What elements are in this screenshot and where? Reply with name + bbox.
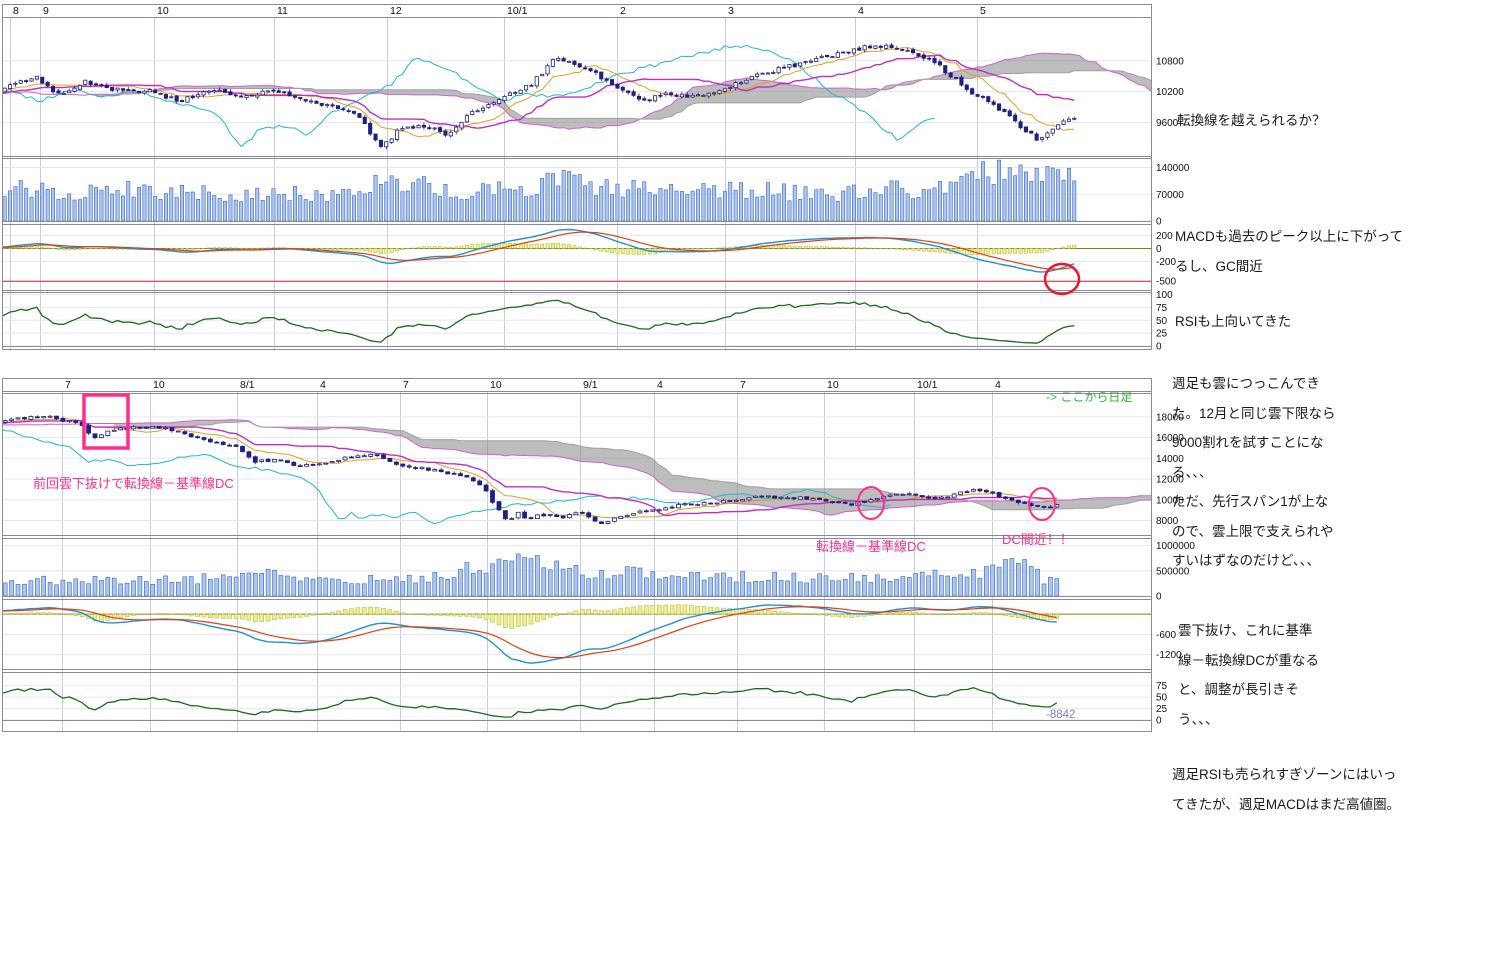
svg-text:10200: 10200 — [1156, 87, 1184, 98]
svg-text:0: 0 — [1156, 217, 1162, 228]
daily-chart-svg: 8 9 10 11 12 10/1 2 3 4 5 10800 10200 9600 140000 7000… — [2, 4, 1190, 353]
svg-text:0: 0 — [1156, 716, 1162, 727]
svg-text:10: 10 — [157, 5, 169, 17]
svg-text:-1200: -1200 — [1156, 650, 1182, 661]
weekly-chart: 7 10 8/1 4 7 10 9/1 4 7 10 10/1 4 18000 16000 14000 120… — [2, 378, 1207, 743]
svg-text:0: 0 — [1156, 342, 1162, 353]
svg-text:-600: -600 — [1156, 630, 1176, 641]
svg-text:9: 9 — [43, 5, 49, 17]
svg-text:7: 7 — [403, 379, 409, 391]
svg-text:8/1: 8/1 — [240, 379, 255, 391]
svg-text:10/1: 10/1 — [917, 379, 938, 391]
svg-text:0: 0 — [1156, 244, 1162, 255]
svg-text:50: 50 — [1156, 693, 1168, 704]
svg-text:50: 50 — [1156, 316, 1168, 327]
svg-text:11: 11 — [277, 5, 288, 17]
daily-ichimoku-cloud — [96, 53, 1152, 130]
svg-text:5: 5 — [980, 5, 986, 17]
svg-text:10: 10 — [827, 379, 839, 391]
weekly-chart-svg: 7 10 8/1 4 7 10 9/1 4 7 10 10/1 4 18000 16000 14000 120… — [2, 378, 1195, 732]
svg-text:12000: 12000 — [1156, 475, 1184, 486]
svg-text:100: 100 — [1156, 290, 1173, 301]
svg-text:10000: 10000 — [1156, 495, 1184, 506]
svg-text:10: 10 — [490, 379, 502, 391]
svg-text:2: 2 — [620, 5, 626, 17]
svg-text:3: 3 — [728, 5, 734, 17]
note-2: MACDも過去のピーク以上に下がって るし、GC間近 — [1175, 229, 1404, 274]
svg-text:10: 10 — [153, 379, 165, 391]
svg-text:-200: -200 — [1156, 257, 1176, 268]
weekly-volume-bars — [2, 553, 1060, 597]
svg-text:9/1: 9/1 — [583, 379, 598, 391]
svg-text:70000: 70000 — [1156, 190, 1184, 201]
svg-text:500000: 500000 — [1156, 566, 1190, 577]
daily-chart: 8 9 10 11 12 10/1 2 3 4 5 10800 10200 9600 140000 7000… — [2, 4, 1207, 361]
svg-text:25: 25 — [1156, 704, 1168, 715]
svg-text:12: 12 — [390, 5, 402, 17]
weekly-macd-histogram — [2, 604, 1060, 629]
svg-text:0: 0 — [1156, 592, 1162, 603]
svg-text:75: 75 — [1156, 303, 1168, 314]
note-6: 週足RSIも売られすぎゾーンにはいっ てきたが、週足MACDはまだ高値圏。 — [1172, 767, 1401, 812]
svg-text:140000: 140000 — [1156, 163, 1190, 174]
svg-text:4: 4 — [320, 379, 326, 391]
svg-text:8000: 8000 — [1156, 516, 1179, 527]
svg-text:14000: 14000 — [1156, 454, 1184, 465]
svg-text:4: 4 — [657, 379, 663, 391]
svg-text:18000: 18000 — [1156, 412, 1184, 423]
daily-candles — [2, 42, 1077, 150]
svg-text:9600: 9600 — [1156, 118, 1179, 129]
svg-text:4: 4 — [858, 5, 864, 17]
daily-volume-bars — [2, 159, 1077, 222]
svg-text:-500: -500 — [1156, 277, 1176, 288]
svg-text:16000: 16000 — [1156, 433, 1184, 444]
svg-text:10800: 10800 — [1156, 56, 1184, 67]
svg-text:200: 200 — [1156, 231, 1173, 242]
svg-text:7: 7 — [740, 379, 746, 391]
weekly-rsi-line — [2, 687, 1058, 718]
svg-text:25: 25 — [1156, 329, 1168, 340]
svg-text:8: 8 — [13, 5, 19, 17]
svg-text:1000000: 1000000 — [1156, 541, 1195, 552]
weekly-ichimoku-cloud — [114, 419, 1152, 516]
svg-text:75: 75 — [1156, 681, 1168, 692]
svg-text:4: 4 — [995, 379, 1001, 391]
daily-rsi-line — [2, 299, 1075, 344]
svg-text:10/1: 10/1 — [507, 5, 528, 17]
svg-text:7: 7 — [65, 379, 71, 391]
